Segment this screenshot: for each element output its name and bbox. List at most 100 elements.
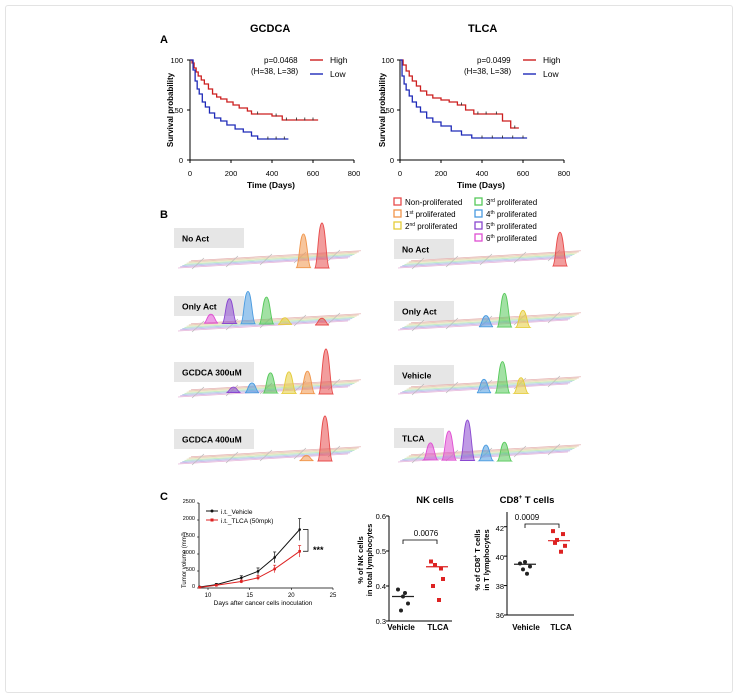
legend-marker-vehicle: [210, 509, 214, 513]
data-point: [273, 556, 276, 559]
grid-diagonal: [547, 375, 561, 388]
data-point: [521, 567, 525, 572]
histogram-baseline: [404, 379, 575, 391]
flow-panel: Only Act: [394, 292, 581, 332]
histogram-baseline: [190, 313, 361, 325]
grid-diagonal: [445, 255, 459, 268]
significance-stars: ***: [313, 545, 324, 555]
flow-panel: No Act: [394, 231, 581, 270]
data-point: [431, 584, 435, 588]
legend-swatch: [393, 209, 402, 218]
pvalue-label: 0.0009: [515, 513, 540, 522]
tumor-ylabel: Tumor volume (mm3): [180, 532, 189, 588]
histogram-baseline: [410, 312, 581, 324]
histogram-baseline: [177, 386, 349, 398]
condition-label-box: [394, 239, 454, 259]
grid-diagonal: [411, 319, 425, 332]
km-ylabel: Survival probability: [378, 72, 387, 147]
ytick-label: 0.5: [376, 547, 386, 556]
grid-diagonal: [259, 253, 273, 266]
proliferation-peak: [514, 309, 532, 328]
ytick-label: 50: [175, 106, 183, 115]
histogram-baseline: [190, 446, 361, 458]
ytick-label: 2000: [183, 516, 195, 522]
data-point: [518, 561, 522, 566]
ytick-label: 0.3: [376, 617, 386, 626]
histogram-baseline: [408, 251, 579, 263]
km-xlabel: Time (Days): [457, 180, 505, 190]
condition-label: Only Act: [402, 307, 437, 317]
km-curve-low: [190, 59, 289, 140]
proliferation-peak: [478, 315, 494, 328]
data-point: [399, 608, 403, 613]
histogram-baseline: [408, 445, 579, 457]
data-point: [215, 583, 218, 587]
ytick-label: 100: [381, 56, 394, 65]
legend-swatch: [393, 221, 402, 230]
data-point: [273, 567, 276, 571]
data-point: [240, 576, 243, 580]
histogram-baseline: [402, 255, 573, 266]
xtick-label: 600: [307, 169, 320, 178]
km-pvalue: p=0.0499: [477, 56, 511, 65]
data-point: [437, 598, 441, 602]
xtick-label: 200: [435, 169, 448, 178]
xtick-label: 200: [225, 169, 238, 178]
legend-swatch: [474, 233, 483, 242]
proliferation-peak: [512, 377, 530, 394]
ytick-label: 38: [496, 582, 504, 591]
data-point: [553, 540, 557, 545]
grid-diagonal: [225, 451, 239, 464]
figure-frame: [5, 5, 733, 693]
ytick-label: 0.6: [376, 512, 386, 521]
legend-swatch: [474, 221, 483, 230]
data-point: [525, 571, 529, 576]
km-ylabel: Survival probability: [166, 72, 175, 147]
ytick-label: 1500: [183, 533, 195, 539]
legend-label: Non-proliferated: [405, 198, 462, 207]
xtick-label: 600: [517, 169, 530, 178]
ytick-label: 2500: [183, 499, 195, 505]
km-pvalue: p=0.0468: [264, 56, 298, 65]
legend-label-tlca: i.t._TLCA (50mpk): [221, 518, 273, 525]
grid-diagonal: [191, 320, 205, 333]
grid-diagonal: [191, 257, 205, 270]
data-point: [256, 576, 260, 580]
km-curve-high: [400, 59, 519, 129]
ytick-label: 0: [192, 584, 195, 590]
ytick-label: 40: [496, 553, 504, 562]
data-point: [429, 559, 433, 564]
ytick-label: 500: [186, 567, 195, 573]
ytick-label: 1000: [183, 550, 195, 556]
proliferation-peak: [240, 290, 256, 325]
histogram-baseline: [408, 377, 579, 389]
grid-diagonal: [547, 443, 561, 456]
proliferation-peak: [552, 231, 568, 267]
proliferation-peak: [295, 233, 312, 269]
legend-label-high: High: [330, 55, 348, 65]
condition-label-box: [394, 365, 454, 385]
data-point: [406, 601, 410, 606]
data-point: [198, 586, 201, 589]
tumor-xlabel: Days after cancer cells inoculation: [214, 600, 313, 607]
data-point: [563, 543, 567, 548]
histogram-baseline: [188, 251, 359, 263]
condition-label: GCDCA 400uM: [182, 435, 242, 445]
histogram-baseline: [406, 252, 577, 264]
data-point: [240, 580, 243, 583]
data-point: [523, 560, 527, 565]
proliferation-peak: [280, 371, 298, 394]
proliferation-peak: [494, 361, 511, 394]
growth-line-tlca: [199, 550, 300, 588]
xtick-label: 800: [348, 169, 361, 178]
proliferation-peak: [440, 430, 458, 461]
grid-diagonal: [191, 453, 205, 466]
histogram-baseline: [406, 378, 577, 390]
flow-panel: GCDCA 400uM: [174, 415, 361, 466]
legend-label: 6th proliferated: [486, 234, 537, 243]
condition-label: Vehicle: [402, 371, 432, 381]
condition-label-box: [394, 301, 454, 321]
data-point: [401, 594, 405, 599]
flow-panel: Vehicle: [394, 361, 581, 396]
